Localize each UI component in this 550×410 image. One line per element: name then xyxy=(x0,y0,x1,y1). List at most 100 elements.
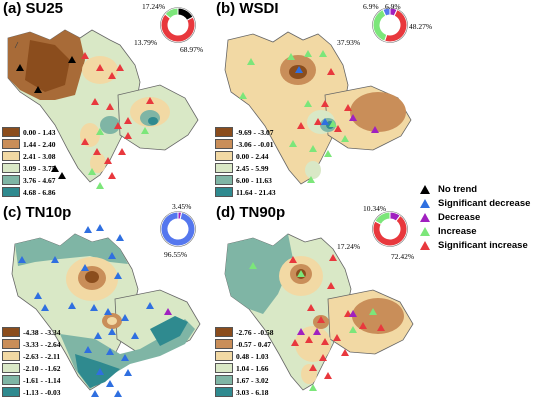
legend-swatch xyxy=(2,175,20,185)
map-panel-wsdi: (b) WSDI -9.69 - -3.07 -3.06 - -0.01 0.0… xyxy=(213,0,432,198)
station-markers-black xyxy=(16,56,76,179)
trend-label: Decrease xyxy=(438,211,481,223)
station-markers-blue xyxy=(295,66,329,125)
legend-swatch xyxy=(2,139,20,149)
legend-label: 11.64 - 21.43 xyxy=(236,187,276,197)
legend-label: 1.04 - 1.66 xyxy=(236,363,269,373)
map-region xyxy=(224,233,414,391)
trend-legend-item: Decrease xyxy=(420,210,530,224)
trend-legend: No trend Significant decrease Decrease I… xyxy=(420,182,530,252)
map-region xyxy=(7,29,199,183)
map-region xyxy=(224,31,412,185)
legend-swatch xyxy=(2,363,20,373)
legend-label: -1.61 - -1.14 xyxy=(23,375,61,385)
donut-label: 72.42% xyxy=(391,252,415,261)
station-markers-green xyxy=(88,127,149,189)
donut-slice xyxy=(160,13,196,43)
map-tn90p xyxy=(224,211,414,391)
legend-label: 3.03 - 6.18 xyxy=(236,387,269,397)
trend-label: Increase xyxy=(438,225,477,237)
legend-label: 0.48 - 1.03 xyxy=(236,351,269,361)
legend-swatch xyxy=(2,339,20,349)
legend-swatch xyxy=(215,339,233,349)
legend-label: -3.06 - -0.01 xyxy=(236,139,274,149)
map-panel-su25: (a) SU25 0.00 - 1.43 1.44 - 2.40 2.41 - … xyxy=(0,0,215,197)
trend-label: Significant increase xyxy=(438,239,528,251)
trend-legend-item: Significant decrease xyxy=(420,196,530,210)
trend-label: No trend xyxy=(438,183,478,195)
donut-label: 3.45% xyxy=(172,202,192,211)
station-markers-purple xyxy=(349,114,379,133)
legend-swatch xyxy=(2,387,20,397)
panel-title: (b) WSDI xyxy=(216,0,279,17)
legend-swatch xyxy=(215,327,233,337)
donut-slice xyxy=(164,7,179,20)
donut-label: 17.24% xyxy=(337,242,361,251)
legend-swatch xyxy=(215,187,233,197)
donut-slice xyxy=(382,7,391,17)
station-markers-red xyxy=(289,254,385,379)
donut-chart-wsdi xyxy=(372,7,408,43)
legend-swatch xyxy=(215,375,233,385)
panel-title: (a) SU25 xyxy=(3,0,64,17)
legend-label: 3.09 - 3.75 xyxy=(23,163,56,173)
station-markers-green xyxy=(239,50,349,183)
station-markers-purple xyxy=(297,310,357,335)
legend-swatch xyxy=(2,187,20,197)
triangle-icon xyxy=(420,184,430,194)
triangle-icon xyxy=(420,198,430,208)
donut-outline xyxy=(372,7,408,43)
map-su25 xyxy=(7,7,199,189)
triangle-icon xyxy=(420,212,430,222)
legend-swatch xyxy=(215,363,233,373)
donut-label: 37.93% xyxy=(337,38,361,47)
donut-label: 6.9% xyxy=(363,2,379,11)
trend-legend-item: Significant increase xyxy=(420,238,530,252)
triangle-icon xyxy=(420,226,430,236)
station-markers-blue xyxy=(18,224,154,397)
legend-swatch xyxy=(2,375,20,385)
legend-tn10p: -4.38 - -3.34 -3.33 - -2.64 -2.63 - -2.1… xyxy=(2,326,61,398)
station-markers-purple xyxy=(164,308,172,315)
donut-outline xyxy=(160,7,196,43)
legend-label: 0.00 - 1.43 xyxy=(23,127,56,137)
legend-label: 0.00 - 2.44 xyxy=(236,151,269,161)
legend-swatch xyxy=(215,151,233,161)
legend-label: -2.63 - -2.11 xyxy=(23,351,61,361)
station-markers-red xyxy=(297,68,352,132)
legend-swatch xyxy=(2,127,20,137)
legend-swatch xyxy=(2,351,20,361)
donut-slice xyxy=(374,211,391,225)
donut-label: 17.24% xyxy=(142,2,166,11)
triangle-icon xyxy=(420,240,430,250)
legend-swatch xyxy=(215,351,233,361)
trend-legend-item: No trend xyxy=(420,182,530,196)
legend-label: 1.44 - 2.40 xyxy=(23,139,56,149)
legend-label: -1.13 - -0.03 xyxy=(23,387,61,397)
legend-swatch xyxy=(215,127,233,137)
legend-swatch xyxy=(2,163,20,173)
legend-label: -2.76 - -0.58 xyxy=(236,327,274,337)
legend-label: -9.69 - -3.07 xyxy=(236,127,274,137)
donut-label: 68.97% xyxy=(180,45,204,54)
donut-label: 6.9% xyxy=(385,2,401,11)
legend-label: -4.38 - -3.34 xyxy=(23,327,61,337)
donut-label: 13.79% xyxy=(134,38,158,47)
legend-label: -3.33 - -2.64 xyxy=(23,339,61,349)
panel-title: (c) TN10p xyxy=(3,204,72,221)
legend-swatch xyxy=(215,175,233,185)
legend-swatch xyxy=(2,327,20,337)
donut-slice xyxy=(372,214,408,247)
trend-legend-item: Increase xyxy=(420,224,530,238)
donut-outline xyxy=(372,211,408,247)
legend-label: -0.57 - 0.47 xyxy=(236,339,271,349)
donut-chart-tn90p xyxy=(372,211,408,247)
legend-label: 2.41 - 3.08 xyxy=(23,151,56,161)
legend-label: 3.76 - 4.67 xyxy=(23,175,56,185)
donut-chart-su25 xyxy=(160,7,196,43)
legend-label: 2.45 - 5.99 xyxy=(236,163,269,173)
legend-label: -2.10 - -1.62 xyxy=(23,363,61,373)
legend-wsdi: -9.69 - -3.07 -3.06 - -0.01 0.00 - 2.44 … xyxy=(215,126,276,198)
legend-swatch xyxy=(215,387,233,397)
station-markers xyxy=(81,52,154,179)
